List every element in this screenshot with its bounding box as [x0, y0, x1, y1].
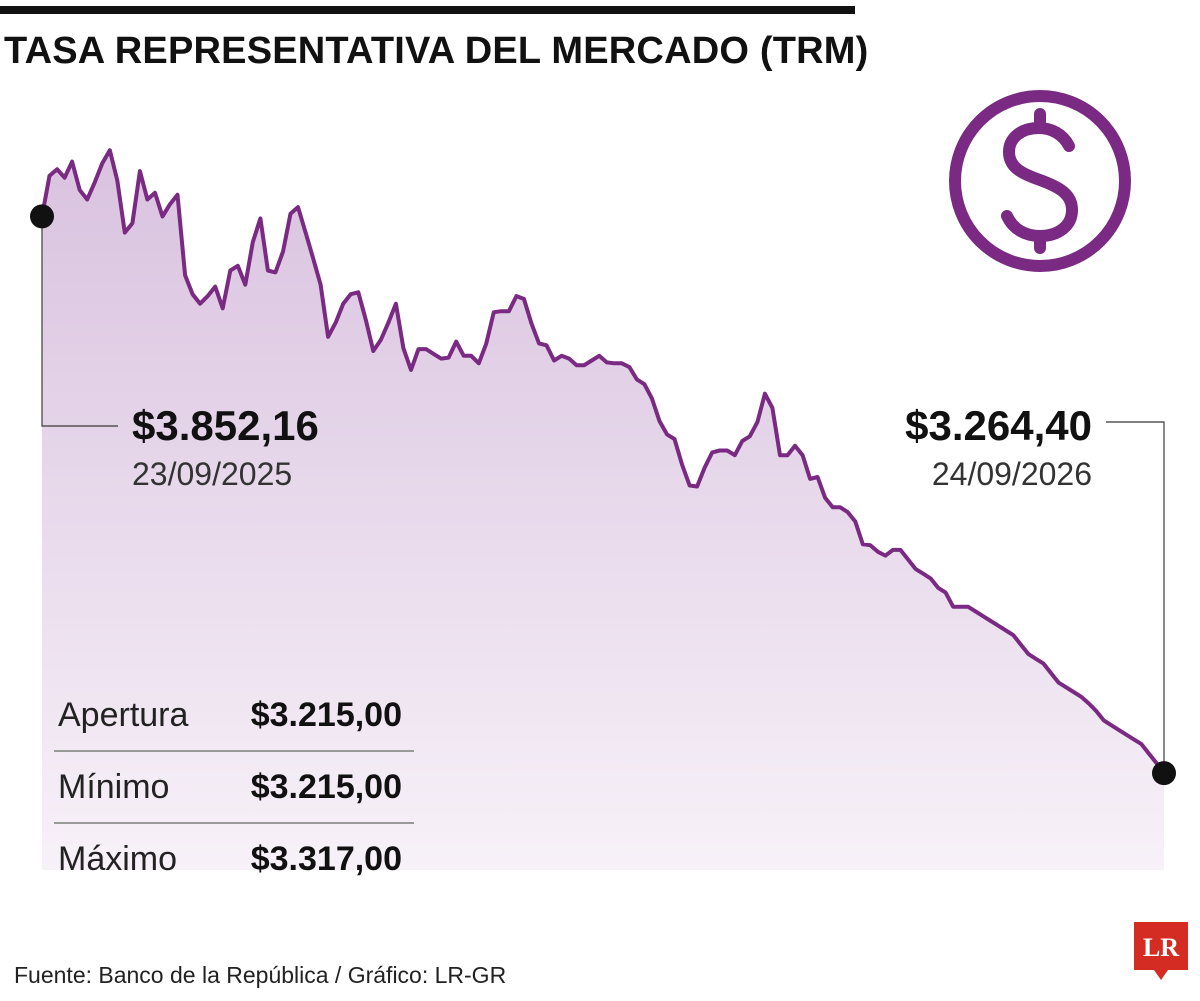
- source-note: Fuente: Banco de la República / Gráfico:…: [14, 962, 507, 988]
- stat-row-maximo: Máximo $3.317,00: [54, 824, 414, 894]
- dollar-icon: [949, 90, 1131, 272]
- lr-logo-text: LR: [1143, 933, 1179, 962]
- stat-label: Apertura: [58, 695, 189, 734]
- stat-row-minimo: Mínimo $3.215,00: [54, 752, 414, 824]
- stat-value: $3.215,00: [250, 695, 402, 734]
- stat-label: Máximo: [58, 839, 178, 878]
- end-value-label: $3.264,40: [905, 402, 1092, 449]
- stat-value: $3.215,00: [250, 767, 402, 806]
- stat-row-apertura: Apertura $3.215,00: [54, 680, 414, 752]
- end-point-marker: [1152, 761, 1176, 786]
- page-title: TASA REPRESENTATIVA DEL MERCADO (TRM): [4, 30, 869, 72]
- end-callout-leader: [1106, 421, 1165, 774]
- start-date-label: 23/09/2025: [132, 456, 293, 492]
- lr-logo: LR: [1134, 922, 1188, 980]
- series-area: [42, 150, 1164, 870]
- top-rule: [0, 6, 855, 14]
- start-callout-leader: [41, 216, 118, 427]
- stat-label: Mínimo: [58, 767, 170, 806]
- start-point-marker: [30, 204, 54, 229]
- stats-table: Apertura $3.215,00 Mínimo $3.215,00 Máxi…: [54, 680, 414, 894]
- start-value-label: $3.852,16: [132, 402, 319, 449]
- stat-value: $3.317,00: [250, 839, 402, 878]
- series-line: [40, 148, 1166, 776]
- end-date-label: 24/09/2026: [931, 456, 1092, 492]
